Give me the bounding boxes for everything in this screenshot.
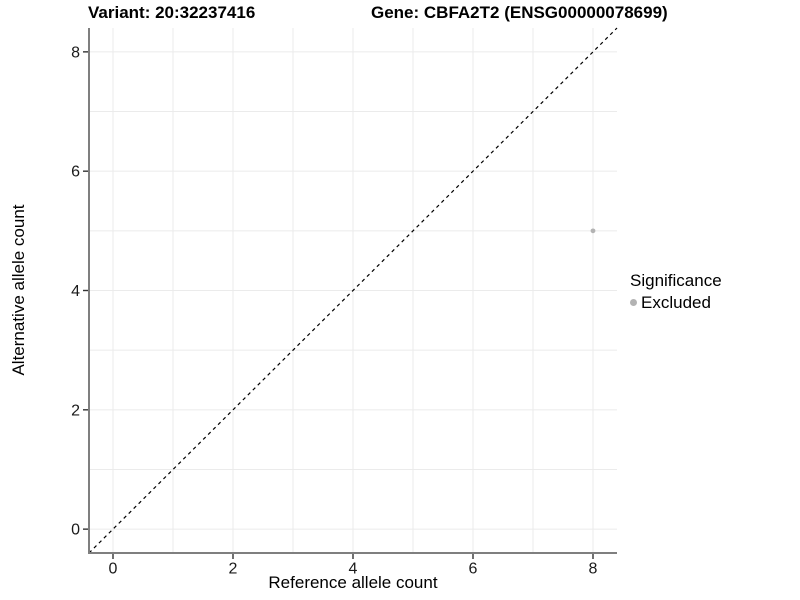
y-tick-label: 0 xyxy=(71,522,80,539)
legend-item-label: Excluded xyxy=(641,293,711,312)
legend: Significance Excluded xyxy=(630,271,722,312)
x-tick-label: 6 xyxy=(469,561,478,578)
legend-item: Excluded xyxy=(630,293,722,312)
legend-marker-circle-icon xyxy=(630,299,637,306)
x-tick-label: 2 xyxy=(229,561,238,578)
y-tick-label: 8 xyxy=(71,44,80,61)
x-tick-label: 0 xyxy=(109,561,118,578)
x-tick-label: 4 xyxy=(349,561,358,578)
gene-title: Gene: CBFA2T2 (ENSG00000078699) xyxy=(371,3,668,22)
x-tick-label: 8 xyxy=(589,561,598,578)
data-point xyxy=(590,228,596,234)
legend-title: Significance xyxy=(630,271,722,290)
variant-title: Variant: 20:32237416 xyxy=(88,3,256,22)
y-tick-label: 2 xyxy=(71,402,80,419)
identity-reference-line xyxy=(88,27,618,554)
y-tick-label: 4 xyxy=(71,283,80,300)
y-tick-label: 6 xyxy=(71,164,80,181)
y-axis-label: Alternative allele count xyxy=(9,204,28,376)
x-axis-label: Reference allele count xyxy=(268,573,438,592)
